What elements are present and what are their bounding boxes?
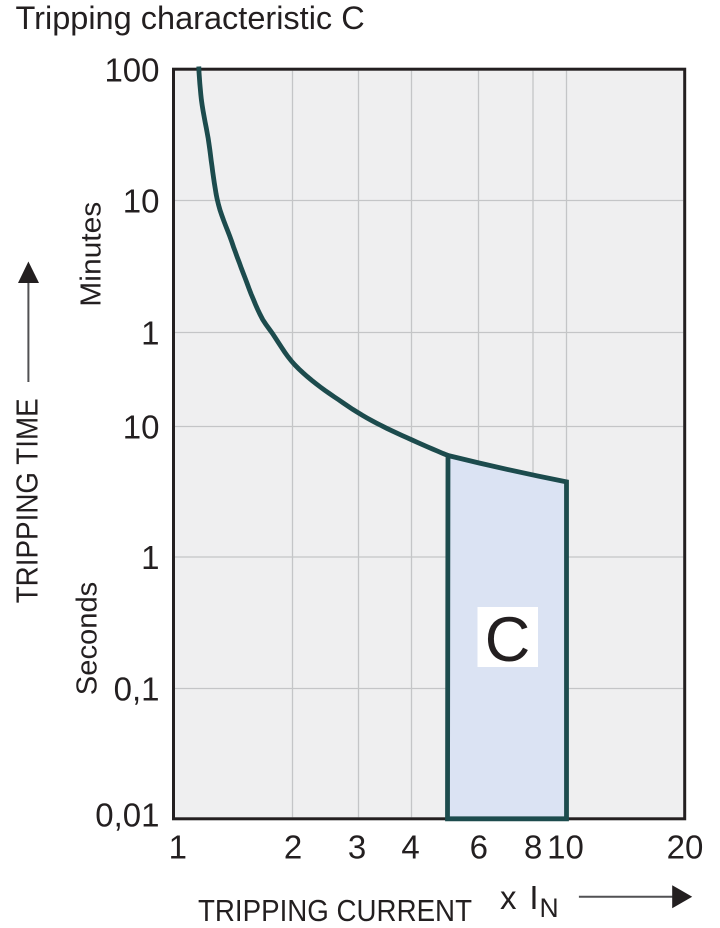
svg-text:I: I [529,879,538,916]
svg-text:1: 1 [141,539,159,576]
svg-text:6: 6 [470,828,488,865]
svg-text:100: 100 [104,51,159,88]
svg-text:N: N [540,893,559,923]
svg-text:4: 4 [401,828,419,865]
svg-text:TRIPPING CURRENT: TRIPPING CURRENT [198,893,472,928]
svg-text:10: 10 [123,409,160,446]
svg-text:TRIPPING TIME: TRIPPING TIME [9,398,44,603]
svg-text:10: 10 [123,183,160,220]
svg-text:Seconds: Seconds [71,582,103,696]
svg-text:Minutes: Minutes [75,202,107,307]
svg-text:8: 8 [524,828,542,865]
svg-text:0,1: 0,1 [114,671,160,708]
svg-text:Tripping characteristic C: Tripping characteristic C [16,0,365,36]
svg-text:2: 2 [284,828,302,865]
svg-text:C: C [485,605,531,675]
svg-text:x: x [500,879,517,916]
svg-text:3: 3 [348,828,366,865]
svg-text:10: 10 [547,828,584,865]
svg-text:1: 1 [141,315,159,352]
svg-text:20: 20 [667,828,704,865]
svg-text:0,01: 0,01 [95,797,159,834]
svg-text:1: 1 [169,828,187,865]
